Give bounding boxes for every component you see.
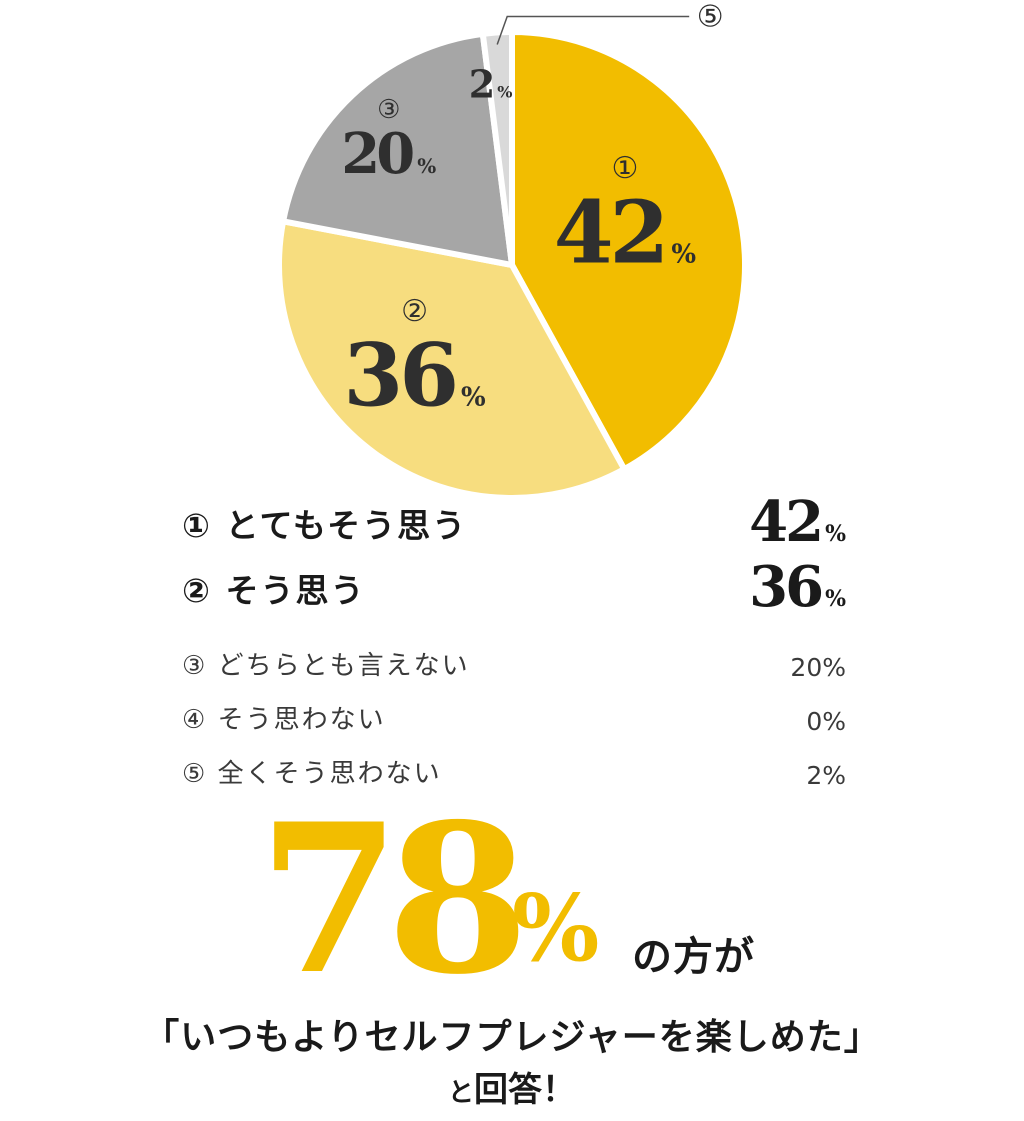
legend-marker: ⑤ bbox=[182, 759, 208, 789]
headline: 78 % の方が bbox=[0, 780, 1024, 1020]
pie-marker-label-1: ① bbox=[611, 151, 638, 186]
legend-label: ⑤ 全くそう思わない bbox=[182, 753, 442, 790]
legend-marker: ② bbox=[182, 571, 212, 610]
headline-caption-2: と回答！ bbox=[0, 1062, 1024, 1111]
pie-slice-1 bbox=[509, 29, 748, 473]
legend-text: とてもそう思う bbox=[225, 506, 468, 545]
caption-particle: と bbox=[447, 1078, 474, 1108]
legend-row-5: ⑤ 全くそう思わない 2% bbox=[182, 744, 846, 794]
pie-marker-label-3: ③ bbox=[377, 95, 400, 125]
legend-row-1: ① とてもそう思う 42% bbox=[182, 489, 846, 555]
pie-marker-label-2: ② bbox=[401, 294, 428, 329]
legend-marker: ① bbox=[182, 506, 212, 545]
legend-number: 36 bbox=[749, 554, 824, 620]
legend-value: 2% bbox=[806, 761, 846, 790]
legend-value: 42% bbox=[749, 489, 846, 555]
legend-row-3: ③ どちらとも言えない 20% bbox=[182, 636, 846, 686]
pie-leader-line bbox=[496, 15, 690, 45]
headline-number: 78 bbox=[258, 780, 529, 1020]
pie-chart: ①42 %②36 %③20 %2 %⑤ bbox=[276, 0, 748, 501]
legend-number: 42 bbox=[749, 489, 824, 555]
headline-unit: % bbox=[512, 874, 600, 982]
legend-label: ③ どちらとも言えない bbox=[182, 645, 470, 682]
legend-text: 全くそう思わない bbox=[217, 759, 442, 789]
legend-marker: ③ bbox=[182, 651, 208, 681]
legend-value: 20% bbox=[790, 653, 846, 682]
legend-value: 0% bbox=[806, 707, 846, 736]
legend-unit: % bbox=[825, 586, 846, 612]
legend-unit: % bbox=[825, 521, 846, 547]
legend-value: 36% bbox=[749, 554, 846, 620]
pie-slice-5 bbox=[479, 29, 515, 268]
legend-label: ② そう思う bbox=[182, 564, 365, 612]
legend-text: そう思う bbox=[225, 571, 366, 610]
pie-slice-2 bbox=[276, 218, 628, 501]
legend-row-2: ② そう思う 36% bbox=[182, 554, 846, 620]
pie-marker-label-5: ⑤ bbox=[697, 0, 724, 34]
legend-marker: ④ bbox=[182, 705, 208, 735]
legend-label: ① とてもそう思う bbox=[182, 499, 467, 547]
legend-row-4: ④ そう思わない 0% bbox=[182, 690, 846, 740]
legend-label: ④ そう思わない bbox=[182, 699, 386, 736]
headline-caption: 「いつもよりセルフプレジャーを楽しめた」 bbox=[143, 1017, 881, 1058]
legend-text: どちらとも言えない bbox=[217, 651, 470, 681]
legend-text: そう思わない bbox=[217, 705, 386, 735]
pie-slice-3 bbox=[280, 30, 515, 268]
headline-tail: の方が bbox=[632, 934, 755, 980]
caption-rest: 回答！ bbox=[474, 1070, 576, 1110]
